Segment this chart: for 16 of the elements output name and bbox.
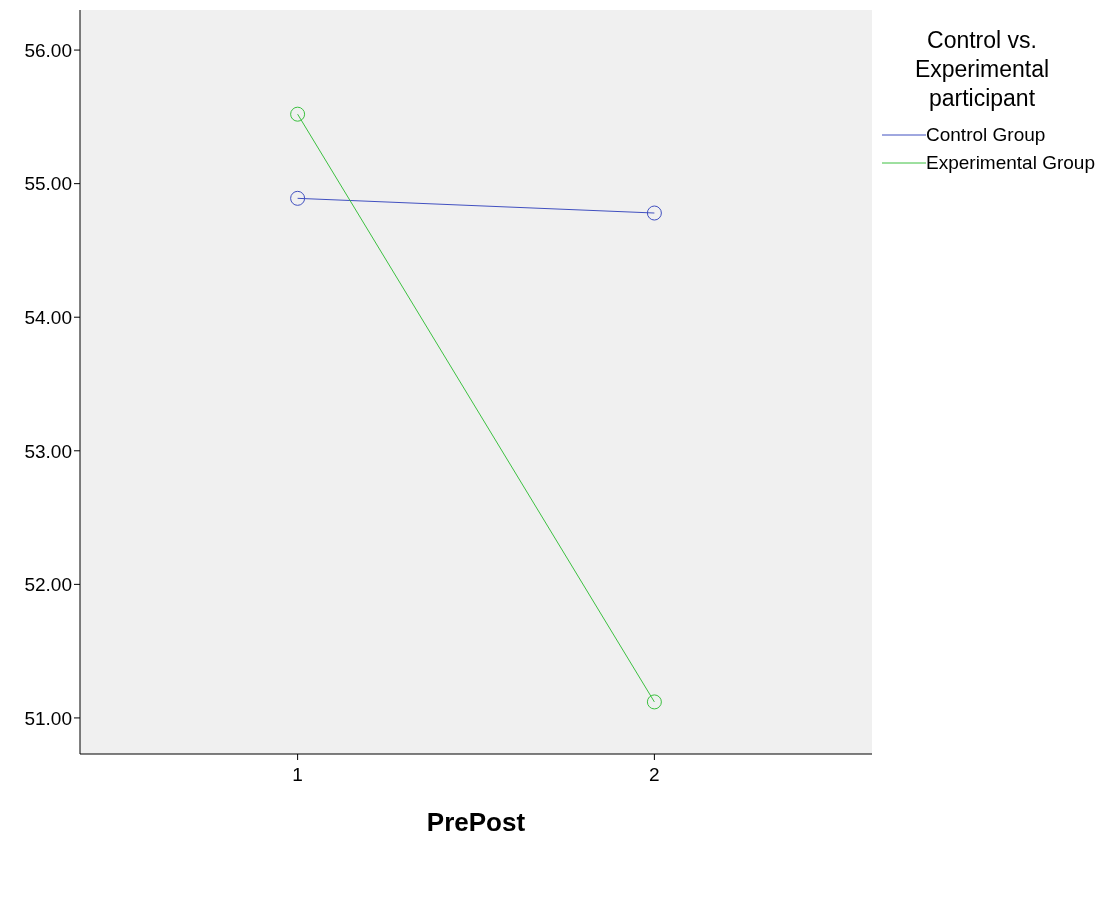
y-tick-label: 56.00 bbox=[24, 39, 72, 61]
y-tick-label: 55.00 bbox=[24, 173, 72, 195]
x-tick-label: 1 bbox=[292, 764, 303, 786]
y-tick-label: 53.00 bbox=[24, 440, 72, 462]
point bbox=[290, 190, 306, 206]
y-tick-label: 52.00 bbox=[24, 574, 72, 596]
point bbox=[646, 694, 662, 710]
x-axis-title: PrePost bbox=[426, 807, 526, 837]
legend-label: Control Group bbox=[926, 124, 1046, 146]
x-tick-label: 2 bbox=[649, 764, 660, 786]
y-tick-label: 51.00 bbox=[24, 707, 72, 729]
point bbox=[290, 106, 306, 122]
y-tick-label: 54.00 bbox=[24, 306, 72, 328]
legend-label: Experimental Group bbox=[926, 152, 1095, 174]
legend-title: Control vs. Experimental participant bbox=[913, 26, 1051, 113]
point bbox=[646, 205, 662, 221]
